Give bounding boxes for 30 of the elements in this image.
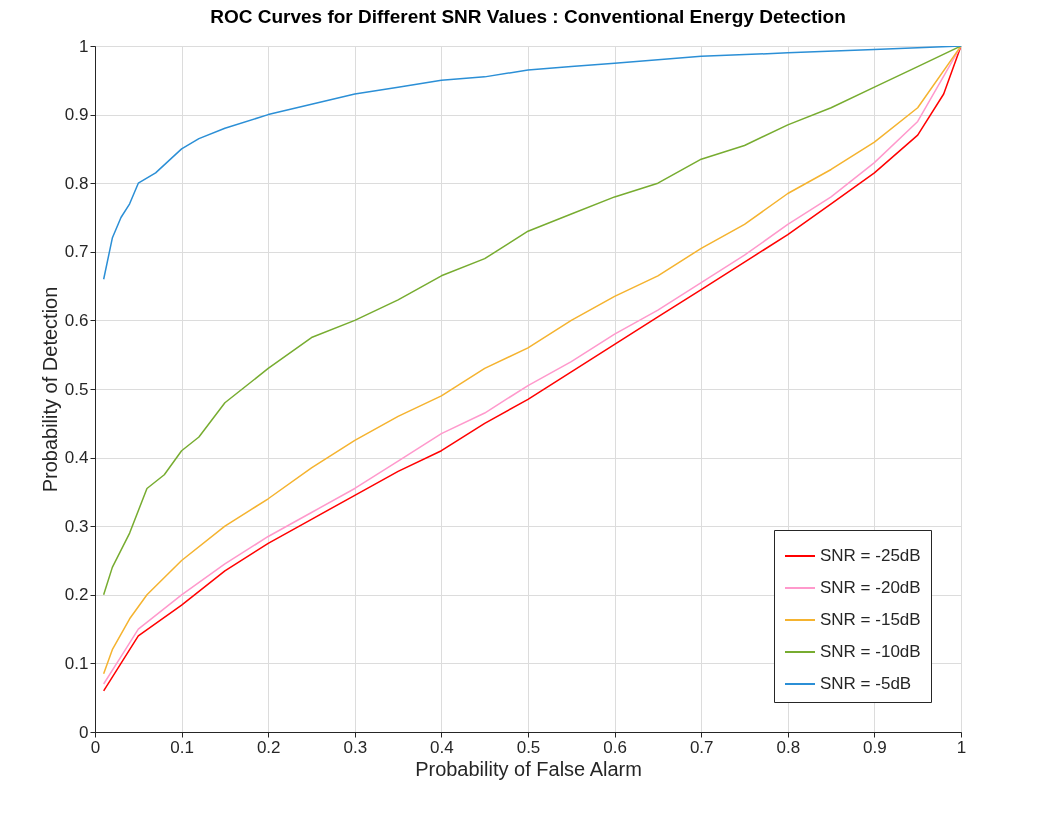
x-tick-label: 1	[956, 737, 967, 757]
legend-label: SNR = -15dB	[820, 610, 921, 629]
x-tick-label: 0.6	[603, 737, 627, 757]
y-tick-label: 0.8	[64, 173, 89, 193]
y-tick-label: 0.6	[64, 310, 89, 330]
y-tick-label: 0.5	[64, 379, 89, 399]
y-tick-label: 0.3	[64, 516, 89, 536]
legend-label: SNR = -5dB	[820, 674, 912, 693]
y-tick-label: 0.7	[64, 242, 89, 262]
legend-label: SNR = -20dB	[820, 578, 921, 597]
chart-title: ROC Curves for Different SNR Values : Conventional Energy Detection	[210, 6, 846, 27]
line-series	[102, 46, 961, 280]
x-tick-label: 0.4	[430, 737, 454, 757]
y-tick-label: 0	[79, 722, 89, 742]
x-tick-label: 0.8	[776, 737, 801, 757]
y-tick-label: 0.1	[64, 653, 89, 673]
y-axis-title: Probability of Detection	[38, 286, 61, 493]
y-tick-label: 0.9	[64, 105, 89, 125]
x-tick-label: 0.3	[343, 737, 368, 757]
y-tick-label: 0.2	[64, 585, 89, 605]
y-tick-label: 0.4	[64, 448, 89, 468]
y-tick-label: 1	[79, 36, 89, 56]
x-tick-label: 0.7	[689, 737, 714, 757]
legend-label: SNR = -25dB	[820, 546, 921, 565]
x-axis-title: Probability of False Alarm	[415, 757, 642, 780]
x-tick-label: 0.9	[863, 737, 887, 757]
x-tick-label: 0.5	[516, 737, 541, 757]
x-tick-label: 0.2	[256, 737, 281, 757]
legend-label: SNR = -10dB	[820, 642, 921, 661]
x-tick-label: 0.1	[170, 737, 194, 757]
